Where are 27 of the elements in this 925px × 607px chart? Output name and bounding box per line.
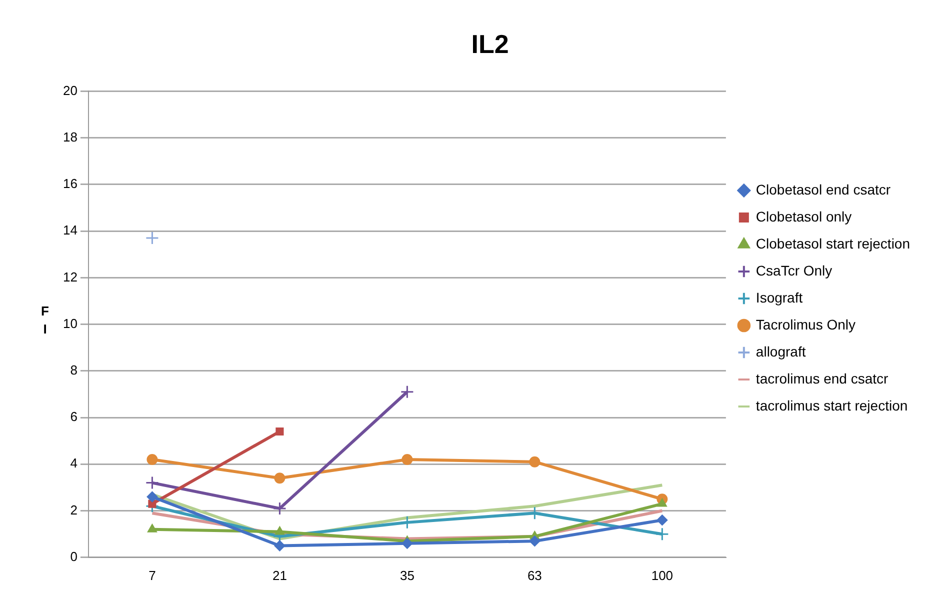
- legend-label: Clobetasol only: [756, 208, 852, 224]
- y-tick-label: 20: [62, 82, 78, 98]
- y-tick-label: 12: [62, 269, 78, 284]
- y-tick-label: 2: [70, 502, 78, 518]
- legend-label: Clobetasol end csatcr: [756, 181, 891, 198]
- x-tick-label: 63: [527, 568, 542, 583]
- x-tick-label: 100: [651, 568, 674, 583]
- y-tick-label: 0: [70, 548, 78, 564]
- chart-title: IL2: [471, 28, 509, 59]
- legend-label: allograft: [756, 343, 806, 360]
- legend-label: tacrolimus start rejection: [756, 397, 908, 414]
- y-tick-label: 18: [62, 129, 78, 144]
- legend-label: Clobetasol start rejection: [756, 235, 910, 252]
- x-tick-label: 35: [400, 568, 414, 583]
- y-tick-label: 10: [62, 316, 78, 331]
- y-tick-label: 8: [70, 362, 78, 378]
- y-tick-label: 6: [70, 409, 78, 424]
- legend-label: Isograft: [756, 289, 803, 306]
- y-tick-label: 4: [70, 456, 78, 471]
- legend-label: Tacrolimus Only: [756, 316, 856, 332]
- y-axis-title: FI: [41, 303, 50, 336]
- legend-label: CsaTcr Only: [756, 262, 832, 278]
- legend-label: tacrolimus end csatcr: [756, 370, 889, 386]
- y-tick-label: 16: [62, 176, 78, 192]
- x-tick-label: 21: [272, 568, 287, 583]
- y-tick-label: 14: [62, 222, 78, 238]
- x-tick-label: 7: [148, 568, 156, 583]
